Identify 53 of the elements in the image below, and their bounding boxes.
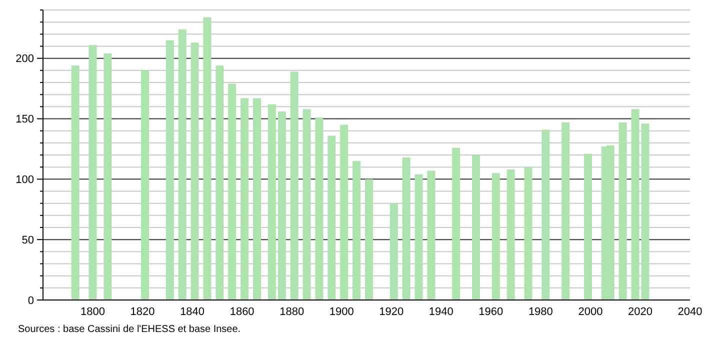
y-tick-label: 150 [16,114,34,126]
bar [228,84,236,300]
y-tick-label: 100 [16,174,34,186]
y-tick-label: 50 [22,234,34,246]
bar [328,136,336,300]
x-tick-label: 1920 [379,306,404,318]
bar [524,167,532,300]
bar [216,66,224,300]
x-tick-label: 2000 [578,306,603,318]
x-tick-label: 1860 [230,306,254,318]
bar [506,170,515,300]
bar [414,174,423,300]
x-tick-label: 1940 [428,306,454,318]
bar [352,161,361,300]
bar [141,70,150,300]
bar [472,155,480,300]
y-tick-label: 0 [28,294,34,307]
bar [452,148,460,300]
x-tick-label: 1820 [130,306,155,318]
bar [290,72,298,300]
bar [240,98,249,300]
bar [618,122,627,300]
bar [104,54,112,300]
bar [166,40,174,300]
x-tick-label: 1980 [528,306,553,318]
bar [268,104,276,300]
y-tick-label: 200 [16,53,34,66]
x-tick-label: 2020 [628,306,652,318]
bar [402,157,410,300]
bar [390,203,398,300]
bar [340,124,348,300]
bar [315,118,324,300]
x-tick-label: 1800 [80,306,106,318]
bar [542,130,550,300]
bar [253,98,262,300]
x-tick-label: 2040 [678,306,702,318]
x-tick-label: 1880 [280,306,304,318]
x-tick-label: 1840 [180,306,205,318]
bar [364,179,373,300]
bar [427,170,436,300]
bar [190,42,199,300]
bar [302,109,311,300]
bar [88,45,97,300]
bar [203,17,212,300]
bar [178,29,186,300]
bar [562,122,570,300]
bar [278,112,286,300]
source-note: Sources : base Cassini de l'EHESS et base Insee. [18,324,241,335]
x-tick-label: 1900 [329,306,354,318]
bar [71,66,80,300]
bar [492,173,500,300]
x-tick-label: 1960 [478,306,504,318]
bar [584,154,592,300]
